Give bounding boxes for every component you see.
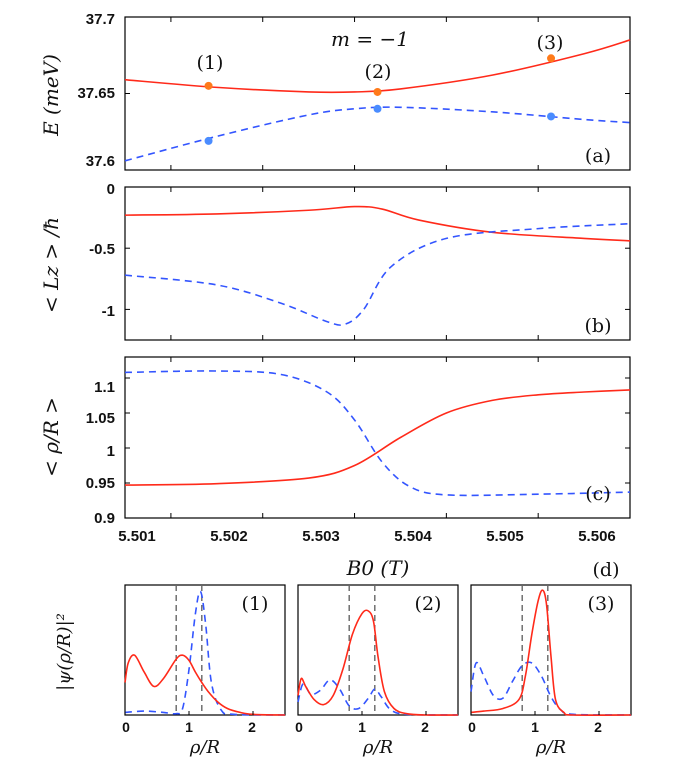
d3-label: (3)	[588, 593, 615, 615]
c-ytick-0: 0.9	[94, 510, 115, 527]
d3-xtick-0: 0	[468, 719, 476, 735]
d1-xtick-0: 0	[122, 719, 130, 735]
b-ytick-m05: -0.5	[89, 241, 115, 258]
d1-series-dashed	[124, 590, 286, 716]
panel-b-frame	[124, 186, 631, 341]
d2-xlabel: ρ/R	[362, 737, 393, 758]
a-marker-solid-1	[204, 81, 213, 90]
a-marker-dashed-1	[204, 136, 213, 145]
xlabel-main: B0 (T)	[346, 556, 410, 580]
a-marker-solid-3	[547, 54, 556, 63]
d3-series-dashed	[470, 661, 632, 716]
c-ytick-1: 0.95	[86, 475, 115, 492]
a-ytick-top: 37.7	[86, 11, 115, 28]
xtick-5505: 5.505	[486, 528, 524, 545]
panel-b-label: (b)	[585, 315, 612, 337]
c-series-dashed	[124, 370, 631, 497]
panel-c-frame	[124, 356, 631, 519]
ylabel-b: < Lz > /ħ	[39, 217, 63, 313]
marker-label-3: (3)	[537, 32, 564, 54]
d3-xlabel: ρ/R	[535, 737, 566, 758]
c-series-solid	[124, 389, 631, 486]
xtick-5502: 5.502	[210, 528, 248, 545]
panel-c-label: (c)	[585, 483, 610, 505]
a-ytick-bottom: 37.6	[86, 153, 115, 170]
ylabel-c: < ρ/R >	[39, 397, 63, 477]
panel-d1-frame	[124, 584, 286, 716]
a-marker-dashed-3	[547, 112, 556, 121]
b-ytick-0: 0	[107, 181, 115, 198]
panel-a-label: (a)	[585, 145, 611, 167]
d1-xtick-1: 1	[185, 719, 193, 735]
panel-d3-frame	[470, 584, 632, 716]
d2-xtick-2: 2	[421, 719, 429, 735]
marker-label-2: (2)	[365, 61, 392, 83]
a-marker-dashed-2	[373, 104, 382, 113]
d2-label: (2)	[415, 593, 442, 615]
c-ytick-2: 1	[107, 443, 115, 460]
c-ytick-4: 1.1	[94, 379, 115, 396]
a-marker-solid-2	[373, 87, 382, 96]
xtick-5501: 5.501	[118, 528, 156, 545]
d1-xlabel: ρ/R	[189, 737, 220, 758]
xtick-5504: 5.504	[394, 528, 432, 545]
plot-layer	[124, 16, 632, 716]
panel-d2-frame	[297, 584, 459, 716]
a-ytick-mid: 37.65	[77, 85, 115, 102]
b-series-dashed	[124, 222, 631, 326]
m-title: m = −1	[331, 27, 409, 51]
xtick-5506: 5.506	[578, 528, 616, 545]
xtick-5503: 5.503	[302, 528, 340, 545]
panel-d-label: (d)	[593, 559, 620, 581]
d2-xtick-1: 1	[358, 719, 366, 735]
ylabel-a: E (meV)	[39, 54, 63, 137]
d2-series-dashed	[297, 679, 459, 716]
d1-xtick-2: 2	[248, 719, 256, 735]
d1-label: (1)	[242, 593, 269, 615]
c-ytick-3: 1.05	[86, 410, 115, 427]
marker-label-1: (1)	[197, 52, 224, 74]
d2-xtick-0: 0	[295, 719, 303, 735]
b-series-solid	[124, 205, 631, 242]
d3-series-solid	[470, 589, 632, 716]
b-ytick-m1: -1	[102, 303, 115, 320]
d2-series-solid	[297, 609, 459, 716]
ylabel-d: |ψ(ρ/R)|²	[54, 613, 75, 691]
d3-xtick-2: 2	[594, 719, 602, 735]
d3-xtick-1: 1	[531, 719, 539, 735]
d1-series-solid	[124, 654, 286, 716]
